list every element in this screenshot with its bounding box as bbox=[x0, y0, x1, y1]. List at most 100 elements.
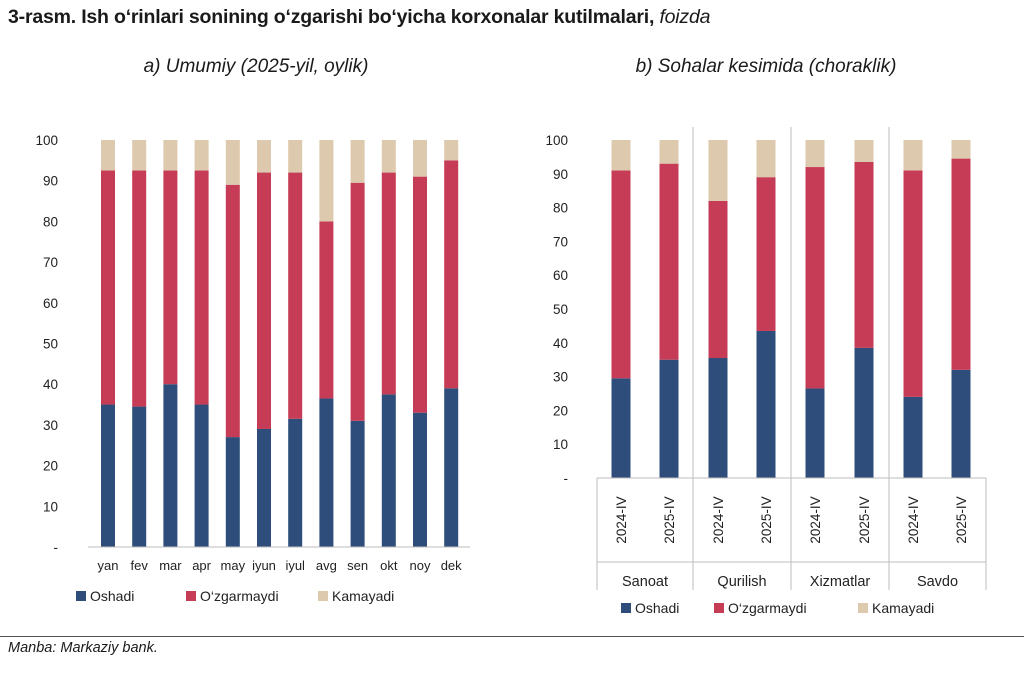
chart-a-bar-oshadi-5 bbox=[257, 428, 271, 547]
chart-a-legend-label-kamayadi: Kamayadi bbox=[332, 588, 394, 604]
chart-a-ytick-label: 20 bbox=[43, 459, 58, 474]
chart-a-bar-oshadi-9 bbox=[381, 394, 396, 547]
chart-a-bar-oshadi-1 bbox=[132, 406, 147, 547]
chart-a-ytick-label: 50 bbox=[43, 337, 58, 352]
source-note: Manba: Markaziy bank. bbox=[8, 640, 158, 656]
chart-a-xtick-label: sen bbox=[347, 558, 368, 573]
chart-b-xtick-label: 2024-IV bbox=[808, 496, 823, 543]
chart-b-bar-kamayadi-0 bbox=[611, 140, 631, 171]
chart-b-bar-kamayadi-6 bbox=[903, 140, 923, 171]
chart-a-legend-swatch-ozgarmaydi bbox=[186, 591, 196, 601]
chart-b-bar-ozgarmaydi-3 bbox=[756, 177, 776, 331]
chart-b-bar-ozgarmaydi-5 bbox=[854, 161, 874, 348]
chart-a-bar-ozgarmaydi-0 bbox=[101, 170, 115, 405]
chart-a-bar-oshadi-2 bbox=[163, 384, 178, 547]
chart-b-bar-oshadi-5 bbox=[854, 347, 874, 478]
chart-b-bar-ozgarmaydi-1 bbox=[659, 163, 679, 360]
chart-a-bar-ozgarmaydi-7 bbox=[319, 221, 334, 399]
chart-a-bar-oshadi-7 bbox=[319, 398, 334, 547]
chart-a-bar-oshadi-3 bbox=[194, 404, 209, 547]
chart-b-bar-oshadi-4 bbox=[805, 388, 825, 478]
chart-a-legend-swatch-kamayadi bbox=[318, 591, 328, 601]
chart-a-bar-kamayadi-7 bbox=[319, 140, 334, 222]
chart-b-legend-swatch-oshadi bbox=[621, 603, 631, 613]
chart-b-bar-oshadi-7 bbox=[951, 369, 971, 478]
chart-a-bar-oshadi-11 bbox=[444, 388, 459, 547]
chart-a-xtick-label: fev bbox=[131, 558, 149, 573]
chart-a-bar-kamayadi-2 bbox=[163, 140, 178, 171]
chart-a-bar-kamayadi-3 bbox=[194, 140, 209, 171]
chart-a-xtick-label: apr bbox=[192, 558, 211, 573]
chart-a-bar-oshadi-8 bbox=[350, 420, 365, 547]
chart-a-bar-oshadi-6 bbox=[288, 418, 303, 547]
chart-b-bar-oshadi-3 bbox=[756, 330, 776, 478]
chart-b-bar-ozgarmaydi-7 bbox=[951, 158, 971, 370]
chart-b-bar-kamayadi-5 bbox=[854, 140, 874, 162]
chart-a-bar-oshadi-4 bbox=[225, 437, 240, 547]
chart-a-bar-ozgarmaydi-4 bbox=[225, 184, 240, 438]
chart-a-title: a) Umumiy (2025-yil, oylik) bbox=[143, 56, 369, 77]
chart-b-group-label-qurilish: Qurilish bbox=[717, 574, 766, 590]
chart-a-ytick-label: 80 bbox=[43, 214, 58, 229]
chart-b: - 10 20 30 40 50 60 70 80 90 100 2024-IV 2025-IV 2024… bbox=[545, 127, 987, 616]
chart-a-bar-oshadi-10 bbox=[413, 412, 427, 547]
chart-b-ytick-label: 20 bbox=[553, 403, 568, 418]
chart-b-ytick-label: 30 bbox=[553, 370, 568, 385]
chart-a-bar-ozgarmaydi-6 bbox=[288, 172, 303, 419]
chart-b-ytick-label: - bbox=[564, 471, 569, 486]
chart-a-bar-kamayadi-4 bbox=[225, 140, 240, 185]
chart-b-bar-oshadi-1 bbox=[659, 359, 679, 478]
chart-b-xtick-label: 2025-IV bbox=[954, 496, 969, 543]
chart-b-bar-kamayadi-4 bbox=[805, 140, 825, 168]
chart-a-bar-ozgarmaydi-2 bbox=[163, 170, 178, 385]
chart-a-bar-ozgarmaydi-10 bbox=[413, 176, 427, 413]
chart-b-xtick-label: 2024-IV bbox=[906, 496, 921, 543]
chart-a-ytick-label: 40 bbox=[43, 377, 58, 392]
chart-b-ytick-label: 60 bbox=[553, 268, 568, 283]
chart-b-bar-ozgarmaydi-0 bbox=[611, 170, 631, 379]
chart-b-bar-ozgarmaydi-2 bbox=[708, 200, 728, 359]
chart-b-xtick-label: 2024-IV bbox=[711, 496, 726, 543]
chart-b-bar-kamayadi-7 bbox=[951, 140, 971, 159]
chart-b-ytick-label: 100 bbox=[545, 133, 568, 148]
chart-a-bar-ozgarmaydi-3 bbox=[194, 170, 209, 405]
chart-b-legend-label-oshadi: Oshadi bbox=[635, 600, 679, 616]
chart-a-xtick-label: iyul bbox=[285, 558, 305, 573]
chart-a-bar-kamayadi-6 bbox=[288, 140, 303, 173]
chart-a-bar-kamayadi-5 bbox=[257, 140, 271, 173]
chart-b-ytick-label: 70 bbox=[553, 234, 568, 249]
chart-a-bar-ozgarmaydi-1 bbox=[132, 170, 147, 407]
chart-b-bar-kamayadi-2 bbox=[708, 140, 728, 201]
chart-b-legend-swatch-kamayadi bbox=[858, 603, 868, 613]
chart-a-xtick-label: noy bbox=[410, 558, 431, 573]
chart-b-bar-oshadi-2 bbox=[708, 358, 728, 478]
chart-a-bar-kamayadi-11 bbox=[444, 140, 459, 161]
chart-a-ytick-label: 30 bbox=[43, 418, 58, 433]
chart-a-bar-kamayadi-10 bbox=[413, 140, 427, 177]
chart-a-ytick-label: 100 bbox=[35, 133, 58, 148]
chart-a-xtick-label: okt bbox=[380, 558, 398, 573]
chart-a-ytick-label: 70 bbox=[43, 255, 58, 270]
chart-a-bar-ozgarmaydi-5 bbox=[257, 172, 271, 429]
chart-b-xtick-label: 2025-IV bbox=[759, 496, 774, 543]
chart-a-xtick-label: mar bbox=[159, 558, 182, 573]
chart-a-ytick-label: - bbox=[54, 540, 59, 555]
chart-b-group-label-sanoat: Sanoat bbox=[622, 574, 668, 590]
chart-a-bar-ozgarmaydi-11 bbox=[444, 160, 459, 389]
chart-b-xtick-label: 2025-IV bbox=[857, 496, 872, 543]
chart-b-ytick-label: 80 bbox=[553, 201, 568, 216]
chart-b-ytick-label: 50 bbox=[553, 302, 568, 317]
chart-a-legend-swatch-oshadi bbox=[76, 591, 86, 601]
chart-b-ytick-label: 90 bbox=[553, 167, 568, 182]
chart-a-ytick-label: 90 bbox=[43, 174, 58, 189]
chart-a-bar-ozgarmaydi-9 bbox=[381, 172, 396, 395]
chart-a-xtick-label: dek bbox=[441, 558, 462, 573]
source-divider bbox=[0, 636, 1024, 637]
chart-a-bar-oshadi-0 bbox=[101, 404, 115, 547]
chart-b-xtick-label: 2024-IV bbox=[614, 496, 629, 543]
chart-b-legend-swatch-ozgarmaydi bbox=[714, 603, 724, 613]
chart-b-xtick-label: 2025-IV bbox=[662, 496, 677, 543]
chart-a-ytick-label: 60 bbox=[43, 296, 58, 311]
chart-a-ytick-label: 10 bbox=[43, 499, 58, 514]
